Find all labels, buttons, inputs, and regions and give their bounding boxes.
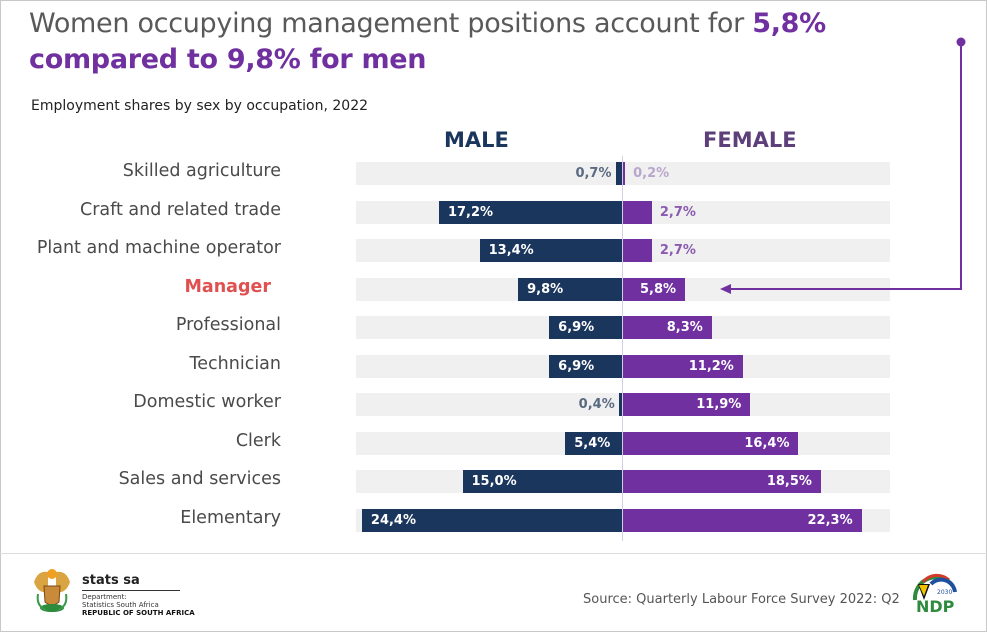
female-bar bbox=[623, 470, 821, 493]
category-label: Professional bbox=[175, 315, 281, 335]
male-value-label: 17,2% bbox=[447, 204, 494, 220]
category-label: Plant and machine operator bbox=[36, 238, 281, 258]
female-value-label: 11,9% bbox=[696, 397, 742, 412]
female-value-label: 2,7% bbox=[659, 204, 696, 220]
male-bar bbox=[518, 277, 623, 301]
male-value-label: 6,9% bbox=[558, 358, 595, 374]
headline: Women occupying management positions acc… bbox=[29, 6, 959, 78]
female-bar bbox=[623, 354, 743, 378]
source-note: Source: Quarterly Labour Force Survey 20… bbox=[583, 592, 900, 607]
headline-highlight: 5,8% compared to 9,8% for men bbox=[29, 8, 826, 75]
footer-divider bbox=[0, 553, 987, 554]
male-bar bbox=[438, 200, 623, 224]
female-value-label: 0,2% bbox=[633, 166, 670, 181]
male-value-label: 13,4% bbox=[488, 243, 534, 258]
center-axis bbox=[622, 156, 623, 541]
category-label: Domestic worker bbox=[133, 392, 281, 412]
female-value-label: 2,7% bbox=[659, 243, 696, 258]
logo-dept-line1: Department: bbox=[82, 593, 127, 601]
headline-text: Women occupying management positions acc… bbox=[29, 8, 753, 39]
logo-rule bbox=[82, 590, 180, 591]
female-value-label: 22,3% bbox=[807, 512, 853, 528]
female-value-label: 5,8% bbox=[640, 281, 677, 297]
female-bar bbox=[623, 200, 652, 224]
female-value-label: 11,2% bbox=[688, 358, 734, 374]
male-value-label: 24,4% bbox=[370, 512, 417, 528]
male-bar bbox=[361, 508, 623, 532]
female-bar bbox=[623, 277, 686, 301]
female-value-label: 8,3% bbox=[666, 320, 703, 335]
female-bar bbox=[623, 162, 626, 185]
male-value-label: 0,7% bbox=[575, 166, 612, 181]
male-bar bbox=[618, 393, 623, 416]
category-label: Skilled agriculture bbox=[122, 161, 281, 181]
male-value-label: 15,0% bbox=[471, 474, 517, 489]
female-bar bbox=[623, 431, 799, 455]
female-header: FEMALE bbox=[703, 128, 797, 152]
statssa-logo-text: stats sa bbox=[82, 573, 140, 588]
male-bar bbox=[479, 239, 623, 262]
male-bar bbox=[565, 431, 623, 455]
annotation-arrowhead bbox=[720, 284, 731, 294]
female-bar bbox=[623, 393, 751, 416]
female-bar bbox=[623, 508, 862, 532]
male-bar bbox=[549, 316, 623, 339]
logo-country: REPUBLIC OF SOUTH AFRICA bbox=[82, 609, 195, 617]
male-value-label: 9,8% bbox=[527, 281, 564, 297]
male-bar bbox=[549, 354, 623, 378]
male-value-label: 5,4% bbox=[574, 435, 611, 451]
female-value-label: 18,5% bbox=[766, 474, 812, 489]
male-bar bbox=[462, 470, 623, 493]
male-value-label: 0,4% bbox=[578, 397, 615, 412]
male-bar bbox=[615, 162, 623, 185]
category-label: Sales and services bbox=[118, 469, 281, 489]
annotation-arrow-line bbox=[728, 42, 962, 290]
category-label: Manager bbox=[184, 276, 271, 297]
female-bar bbox=[623, 239, 652, 262]
logo-dept-line2: Statistics South Africa bbox=[82, 601, 159, 609]
category-label: Clerk bbox=[235, 430, 281, 451]
male-header: MALE bbox=[444, 128, 509, 152]
male-value-label: 6,9% bbox=[558, 320, 595, 335]
chart-subtitle: Employment shares by sex by occupation, … bbox=[31, 98, 369, 114]
category-label: Craft and related trade bbox=[79, 199, 281, 220]
category-label: Technician bbox=[189, 353, 281, 374]
category-label: Elementary bbox=[180, 507, 281, 528]
female-value-label: 16,4% bbox=[744, 435, 790, 451]
logo-department: Department: Statistics South Africa bbox=[82, 593, 159, 609]
female-bar bbox=[623, 316, 712, 339]
